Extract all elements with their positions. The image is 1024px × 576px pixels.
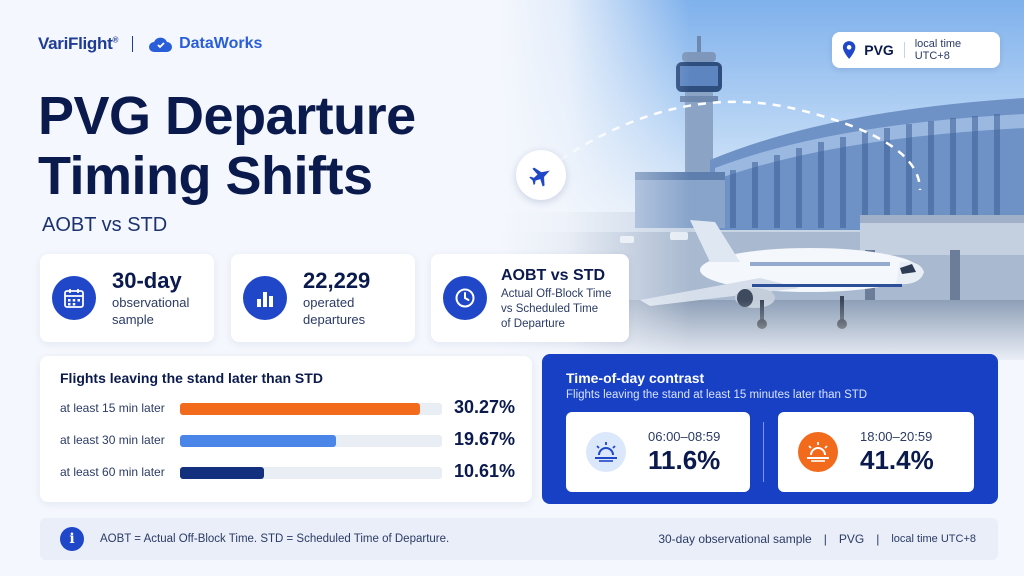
plane-icon-badge [516,150,566,200]
bar-value: 30.27% [454,397,516,417]
stat-card-departures: 22,229 operated departures [231,254,415,342]
bar-row: at least 60 min later 10.61% [60,461,520,482]
airplane-icon [529,167,550,187]
footer-separator: | [823,532,827,546]
sunrise-icon [586,432,626,472]
stat-label: vs Scheduled Time [501,302,599,315]
footer-bar: i AOBT = Actual Off-Block Time. STD = Sc… [40,518,998,560]
time-range: 06:00–08:59 [648,428,721,444]
sample-label: 30-day observational sample [658,532,812,546]
page-subtitle: AOBT vs STD [42,214,168,236]
bar-row: at least 15 min later 30.27% [60,397,520,418]
bar-chart-icon [243,276,287,320]
bar-track [180,467,442,479]
dataworks-logo: DataWorks [147,34,262,54]
stat-label: operated [303,295,355,310]
stat-card-definition: AOBT vs STD Actual Off-Block Time vs Sch… [431,254,629,342]
timezone-label: local time UTC+8 [914,38,962,62]
footer-meta: 30-day observational sample | PVG | loca… [658,518,976,560]
timezone-label: local time UTC+8 [891,533,976,545]
morning-card: 06:00–08:59 11.6% [566,412,750,492]
bar-label: at least 30 min later [60,433,165,447]
delay-share: 41.4% [860,444,934,475]
bars-title: Flights leaving the stand later than STD [60,370,323,386]
page-title: PVG Departure Timing Shifts [38,86,416,206]
info-icon: i [60,527,84,551]
brand-divider [132,36,134,52]
bar-label: at least 15 min later [60,401,165,415]
brand-header: VariFlight® DataWorks [38,34,262,54]
bar-value: 10.61% [454,461,516,481]
bar-track [180,435,442,447]
stat-label: observational [112,295,190,310]
delay-share: 11.6% [648,444,721,475]
stat-value: AOBT vs STD [501,266,606,284]
bar-value: 19.67% [454,429,516,449]
stat-value: 30-day [112,268,182,293]
stat-label: departures [303,312,366,327]
bar-fill [180,435,337,447]
variflight-logo: VariFlight® [38,34,119,53]
badge-divider [903,42,905,58]
clock-icon [443,276,487,320]
delay-bars-panel: Flights leaving the stand later than STD… [40,356,532,502]
bar-label: at least 60 min later [60,465,165,479]
bar-fill [180,467,265,479]
evening-card: 18:00–20:59 41.4% [778,412,974,492]
bar-track [180,403,442,415]
time-range: 18:00–20:59 [860,428,933,444]
sunset-icon [798,432,838,472]
footer-separator: | [876,532,880,546]
location-badge: PVG local time UTC+8 [832,32,1000,68]
bar-row: at least 30 min later 19.67% [60,429,520,450]
stat-label: Actual Off-Block Time [501,287,612,300]
contrast-title: Time-of-day contrast [566,370,705,386]
calendar-icon [52,276,96,320]
stat-label: of Departure [501,317,565,330]
time-of-day-panel: Time-of-day contrast Flights leaving the… [542,354,998,504]
airport-label: PVG [838,532,865,546]
airport-code: PVG [864,42,894,58]
map-pin-icon [842,41,856,59]
contrast-subtitle: Flights leaving the stand at least 15 mi… [566,389,868,401]
stat-card-sample: 30-day observational sample [40,254,214,342]
stat-value: 22,229 [303,268,371,293]
stat-label: sample [112,312,154,327]
footnote: AOBT = Actual Off-Block Time. STD = Sche… [100,533,450,545]
bar-fill [180,403,421,415]
card-divider [763,422,764,482]
cloud-icon [149,37,173,52]
